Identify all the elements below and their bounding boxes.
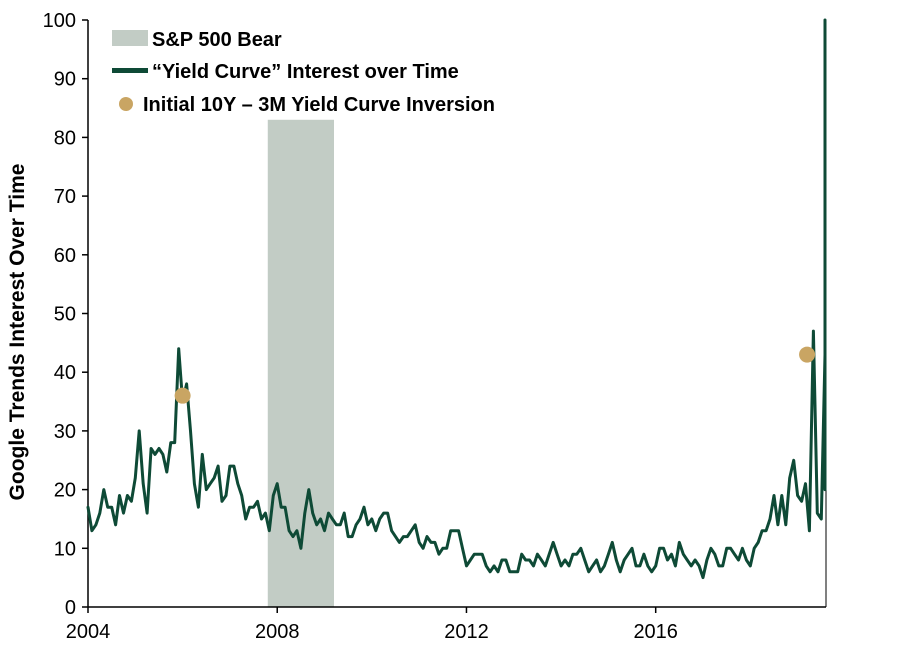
legend-marker-label: Initial 10Y – 3M Yield Curve Inversion (143, 94, 495, 116)
legend-marker-swatch (119, 97, 133, 111)
y-tick-label: 100 (43, 10, 76, 32)
legend-line-swatch (112, 68, 148, 73)
series-line (86, 18, 827, 580)
x-tick-label: 2016 (633, 621, 678, 643)
x-tick-label: 2012 (444, 621, 489, 643)
legend-bear-label: S&P 500 Bear (152, 29, 282, 51)
legend-bear-swatch (112, 30, 148, 46)
bear-period-band (267, 119, 334, 607)
y-axis-title: Google Trends Interest Over Time (6, 164, 29, 501)
bear-shading-layer (267, 119, 334, 607)
y-tick-label: 10 (54, 538, 76, 560)
y-tick-label: 50 (54, 304, 76, 326)
inversion-markers (174, 346, 816, 404)
y-tick-label: 60 (54, 245, 76, 267)
tick-labels: 0 10 20 30 40 50 60 70 80 90 100 2004 2008 2012 2016 (43, 10, 678, 643)
y-tick-label: 90 (54, 69, 76, 91)
legend-line-label: “Yield Curve” Interest over Time (152, 61, 459, 83)
y-tick-label: 30 (54, 421, 76, 443)
y-tick-label: 20 (54, 480, 76, 502)
inversion-marker (799, 346, 816, 363)
legend: S&P 500 Bear “Yield Curve” Interest over… (112, 29, 495, 116)
y-tick-label: 70 (54, 186, 76, 208)
x-tick-label: 2008 (255, 621, 300, 643)
y-tick-label: 40 (54, 362, 76, 384)
x-tick-label: 2004 (66, 621, 111, 643)
y-tick-label: 80 (54, 127, 76, 149)
inversion-marker (174, 387, 191, 404)
series-layer (86, 18, 827, 580)
y-tick-label: 0 (65, 597, 76, 619)
